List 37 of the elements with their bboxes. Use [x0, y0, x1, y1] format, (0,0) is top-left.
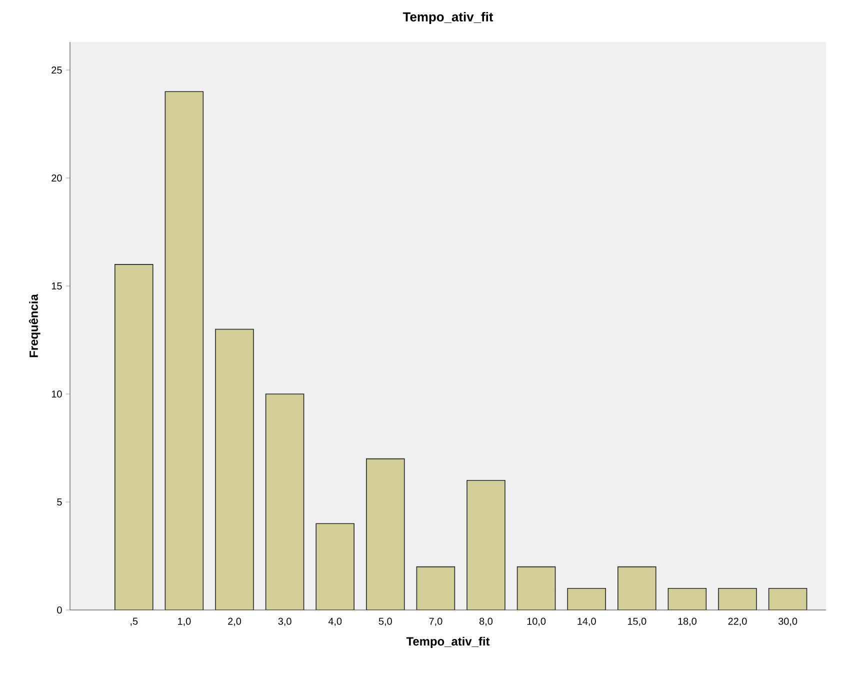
- y-tick-label: 20: [52, 174, 62, 182]
- x-tick-label: 18,0: [678, 618, 696, 626]
- bar: [114, 264, 154, 610]
- x-tick-label: 7,0: [429, 618, 442, 626]
- bar: [215, 328, 254, 610]
- x-tick-label: 4,0: [328, 618, 342, 626]
- bar: [768, 588, 808, 610]
- bar: [265, 394, 304, 610]
- y-tick-label: 5: [57, 498, 62, 506]
- bar: [567, 588, 606, 610]
- x-tick-label: 22,0: [728, 618, 747, 626]
- bar: [366, 458, 405, 610]
- x-tick-label: 8,0: [480, 618, 493, 626]
- bar: [416, 566, 456, 610]
- y-tick-label: 25: [52, 66, 62, 74]
- x-tick-label: 3,0: [278, 618, 292, 626]
- y-tick-label: 15: [52, 282, 62, 290]
- x-tick-label: 14,0: [578, 618, 596, 626]
- chart-title: Tempo_ativ_fit: [402, 12, 494, 24]
- bar: [618, 566, 656, 610]
- bar: [516, 566, 556, 610]
- bar: [466, 480, 506, 610]
- bar: [164, 91, 204, 610]
- x-tick-label: 10,0: [527, 618, 546, 626]
- bar: [316, 523, 354, 610]
- x-tick-label: 15,0: [628, 618, 646, 626]
- bar: [718, 588, 757, 610]
- x-axis-title: Tempo_ativ_fit: [406, 636, 490, 648]
- x-tick-label: 5,0: [378, 618, 392, 626]
- x-tick-label: 30,0: [778, 618, 798, 626]
- x-tick-label: 1,0: [178, 618, 191, 626]
- y-tick-label: 0: [57, 606, 62, 614]
- x-tick-label: 2,0: [228, 618, 242, 626]
- y-tick-label: 10: [52, 390, 62, 398]
- x-tick-label: ,5: [130, 618, 138, 626]
- bar: [668, 588, 707, 610]
- y-axis-title: Frequência: [28, 294, 40, 358]
